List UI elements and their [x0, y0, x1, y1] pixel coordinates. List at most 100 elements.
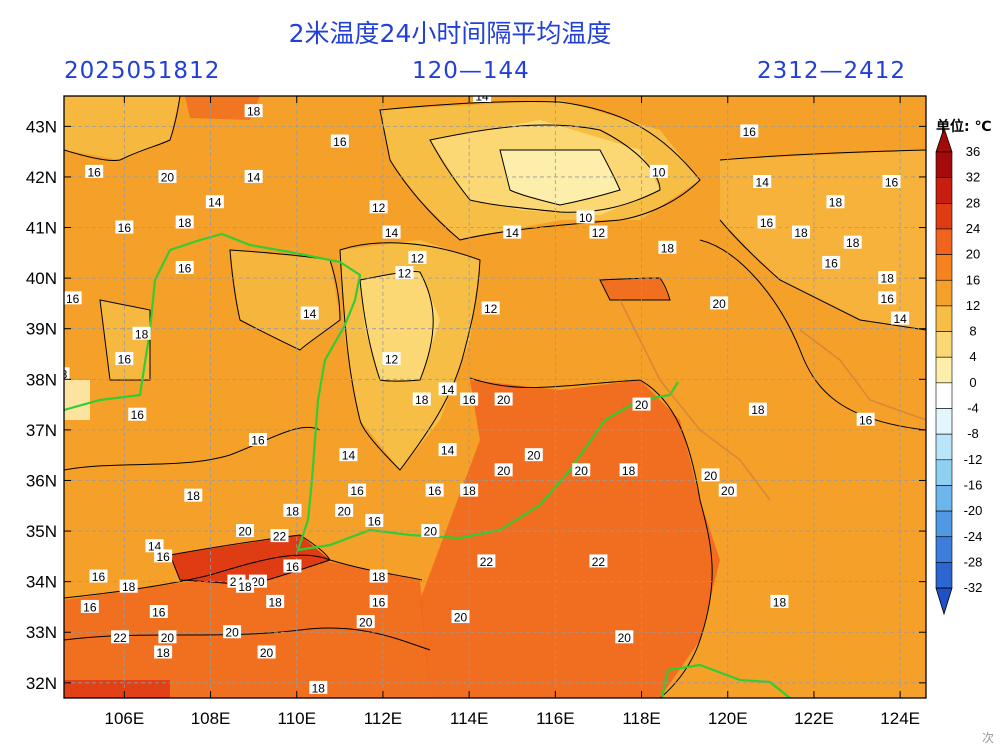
contour-label: 16	[885, 176, 899, 190]
contour-label: 22	[273, 530, 287, 544]
contour-label: 16	[743, 125, 757, 139]
contour-label-box	[236, 524, 255, 538]
contour-label-box	[701, 468, 720, 482]
contour-label: 20	[454, 611, 468, 625]
contour-label: 16	[760, 216, 774, 230]
contour-label: 12	[385, 353, 399, 367]
contour-label-box	[154, 645, 173, 659]
contour-label-box	[589, 225, 608, 239]
contour-label-box	[494, 463, 513, 477]
y-tick-label: 36N	[26, 471, 57, 490]
y-tick-label: 32N	[26, 674, 57, 693]
contour-label-box	[257, 645, 276, 659]
x-tick-label: 120E	[708, 709, 748, 728]
contour-label-box	[365, 513, 384, 527]
contour-label-box	[856, 412, 875, 426]
contour-label-box	[283, 503, 302, 517]
y-tick-label: 43N	[26, 117, 57, 136]
contour-label: 12	[411, 251, 425, 265]
contour-label-box	[369, 200, 388, 214]
contour-label: 16	[152, 606, 166, 620]
contour-label-box	[64, 291, 82, 305]
y-tick-label: 41N	[26, 219, 57, 238]
colorbar-label: 32	[966, 170, 980, 185]
contour-label: 18	[156, 646, 170, 660]
y-tick-label: 37N	[26, 421, 57, 440]
contour-label: 18	[794, 226, 808, 240]
contour-label: 16	[92, 570, 106, 584]
contour-label-box	[80, 599, 99, 613]
contour-label: 20	[359, 616, 373, 630]
colorbar-label: 16	[966, 272, 980, 287]
chart-title: 2米温度24小时间隔平均温度	[288, 19, 612, 48]
contour-label-box	[748, 402, 767, 416]
contour-label: 20	[635, 398, 649, 412]
boundary-lines	[64, 232, 926, 698]
contour-label: 16	[350, 484, 364, 498]
contour-label: 20	[161, 170, 175, 184]
contour-label: 18	[238, 580, 252, 594]
contour-label-box	[111, 630, 130, 644]
contour-label: 18	[372, 570, 386, 584]
x-tick-label: 118E	[622, 709, 660, 728]
contour-label-box	[572, 463, 591, 477]
contour-label: 14	[506, 226, 520, 240]
contour-label: 16	[428, 484, 442, 498]
contour-label: 16	[881, 292, 895, 306]
contour-label-box	[132, 326, 151, 340]
colorbar-label: 0	[969, 375, 976, 390]
y-tick-label: 39N	[26, 320, 57, 339]
contour-label: 18	[312, 681, 326, 695]
contour-label-box	[546, 79, 564, 92]
x-tick-label: 106E	[104, 709, 144, 728]
colorbar-label: -12	[964, 452, 983, 467]
x-tick-label: 112E	[364, 709, 402, 728]
contour-label: 14	[208, 196, 222, 210]
colorbar-segment	[935, 562, 953, 589]
contour-label-box	[421, 524, 440, 538]
init-time: 2025051812	[64, 58, 221, 84]
contour-label: 12	[372, 201, 386, 215]
colorbar-segment	[935, 279, 953, 307]
contour-label: 14	[342, 449, 356, 463]
contour-label-box	[184, 488, 203, 502]
contour-label: 18	[829, 196, 843, 210]
contour-label: 16	[462, 393, 476, 407]
colorbar-segment	[935, 331, 953, 358]
contour-label-box	[718, 483, 737, 497]
contour-label: 16	[333, 135, 347, 149]
x-tick-label: 124E	[880, 709, 920, 728]
contour-label-box	[477, 554, 496, 568]
contour-label: 16	[825, 256, 839, 270]
watermark: 次	[981, 731, 994, 745]
contour-label: 20	[575, 464, 589, 478]
contour-label: 20	[225, 626, 239, 640]
contour-label: 10	[579, 211, 593, 225]
contour-label-box	[369, 569, 388, 583]
contour-label: 22	[592, 555, 606, 569]
contour-label-box	[64, 367, 70, 381]
contour-label-box	[710, 296, 729, 310]
contour-label-box	[266, 594, 285, 608]
contour-label: 16	[156, 550, 170, 564]
contour-label: 18	[661, 241, 675, 255]
contour-label: 16	[87, 165, 101, 179]
contour-label-box	[451, 610, 470, 624]
contour-label: 16	[131, 408, 145, 422]
contour-label-box	[369, 594, 388, 608]
contour-label: 16	[178, 262, 192, 276]
contour-label: 18	[247, 105, 261, 119]
contour-label-box	[408, 250, 427, 264]
contour-label-box	[128, 407, 147, 421]
boundary-line	[64, 232, 679, 552]
colorbar-segment	[935, 305, 953, 332]
contour-label-box	[89, 569, 108, 583]
contour-label-box	[115, 352, 134, 366]
map-frame	[63, 95, 927, 699]
contour-label: 20	[704, 469, 718, 483]
contour-label: 16	[83, 600, 97, 614]
contour-label: 12	[592, 226, 606, 240]
contour-label-box	[115, 220, 134, 234]
contour-label-box	[753, 175, 772, 188]
colorbar-label: 12	[966, 298, 980, 313]
